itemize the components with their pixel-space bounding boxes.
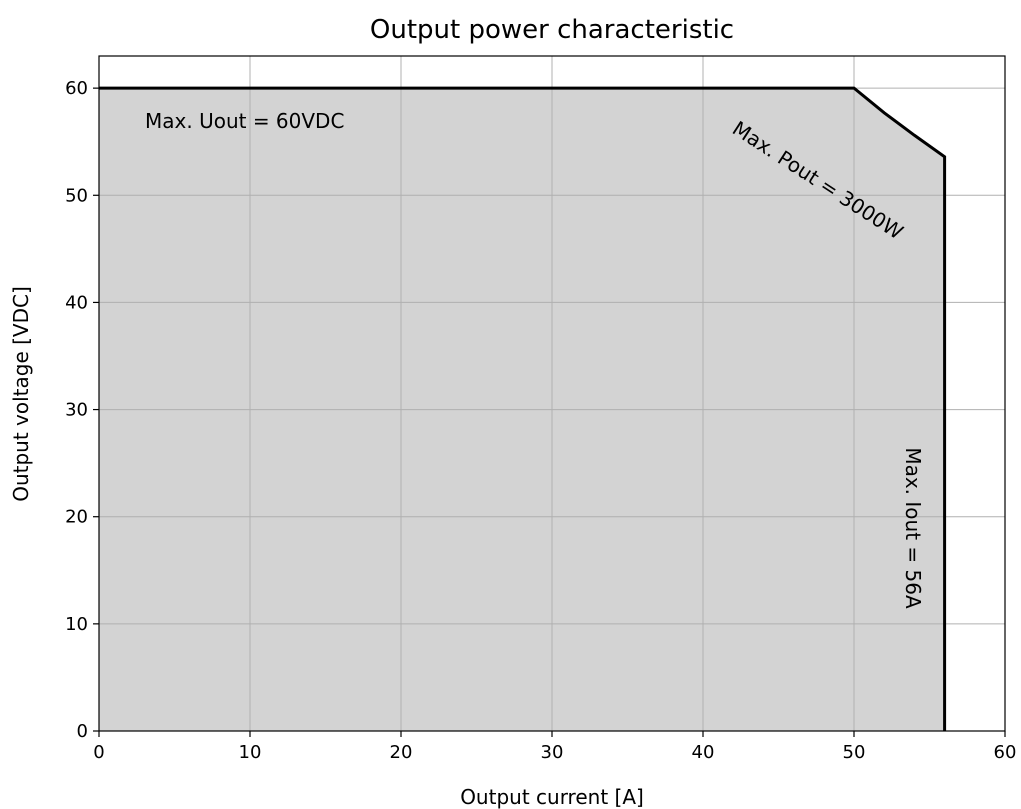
y-tick-label: 60 (65, 78, 88, 99)
x-tick-label: 20 (390, 742, 413, 763)
x-tick-label: 40 (692, 742, 715, 763)
chart-title: Output power characteristic (370, 15, 734, 45)
y-tick-label: 0 (77, 721, 88, 742)
y-tick-label: 50 (65, 185, 88, 206)
plot-line-layer (99, 86, 947, 731)
annotation-max-iout: Max. Iout = 56A (901, 447, 925, 609)
tick-layer: 0 10 20 30 40 50 60 0 10 20 30 40 50 60 (65, 78, 1016, 763)
annotation-max-uout: Max. Uout = 60VDC (145, 109, 344, 133)
x-tick-label: 30 (541, 742, 564, 763)
power-limit-line (99, 86, 947, 731)
y-tick-label: 10 (65, 614, 88, 635)
y-tick-label: 30 (65, 400, 88, 421)
x-tick-label: 50 (843, 742, 866, 763)
x-tick-label: 60 (994, 742, 1017, 763)
y-tick-label: 20 (65, 507, 88, 528)
y-tick-label: 40 (65, 292, 88, 313)
x-tick-label: 0 (93, 742, 104, 763)
y-axis-label: Output voltage [VDC] (9, 286, 33, 502)
x-tick-label: 10 (239, 742, 262, 763)
x-axis-label: Output current [A] (460, 785, 644, 809)
